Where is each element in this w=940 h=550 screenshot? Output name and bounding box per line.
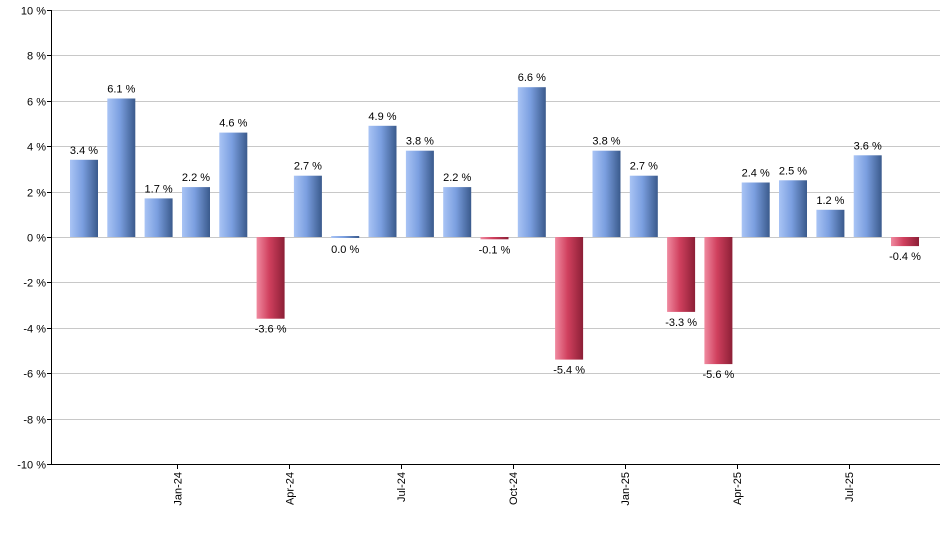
bar-layer xyxy=(70,87,919,365)
data-label: 2.4 % xyxy=(742,168,770,180)
data-label: 2.7 % xyxy=(630,161,658,173)
data-label: -0.4 % xyxy=(889,251,921,263)
bar xyxy=(779,180,807,238)
bar xyxy=(405,150,434,237)
bar xyxy=(629,175,658,237)
bar xyxy=(368,125,397,237)
bar xyxy=(144,198,173,237)
bar xyxy=(517,87,546,237)
data-label: 1.2 % xyxy=(816,195,844,207)
data-label: 2.2 % xyxy=(182,172,210,184)
data-label: 6.1 % xyxy=(107,84,135,96)
y-tick-label: 2 % xyxy=(27,188,46,200)
y-tick-label: -6 % xyxy=(23,369,46,381)
data-label: 4.9 % xyxy=(368,111,396,123)
bar xyxy=(667,237,696,312)
bar xyxy=(891,237,919,247)
bar xyxy=(443,187,472,237)
data-label: 3.8 % xyxy=(592,136,620,148)
bar xyxy=(293,175,322,237)
bar xyxy=(555,237,584,360)
bar xyxy=(853,155,882,237)
axis-layer: 10 % 8 % 6 % 4 % 2 % 0 % -2 % -4 % -6 % -8 % -10 %… xyxy=(17,6,940,506)
data-label: -5.6 % xyxy=(703,369,735,381)
x-tick-label: Jan-25 xyxy=(620,472,632,506)
data-label: 3.4 % xyxy=(70,145,98,157)
x-tick-label: Apr-24 xyxy=(284,472,296,505)
x-tick-label: Apr-25 xyxy=(732,472,744,505)
x-tick-label: Jul-24 xyxy=(396,472,408,502)
data-label: 2.5 % xyxy=(779,165,807,177)
data-label: -5.4 % xyxy=(553,365,585,377)
x-tick-label: Jul-25 xyxy=(844,472,856,502)
bar xyxy=(480,237,509,240)
x-tick-label: Jan-24 xyxy=(172,472,184,506)
data-label: 6.6 % xyxy=(518,72,546,84)
data-label: -3.3 % xyxy=(665,317,697,329)
y-tick-label: 6 % xyxy=(27,97,46,109)
bar xyxy=(182,187,210,237)
y-tick-label: -4 % xyxy=(23,324,46,336)
bar xyxy=(219,132,248,237)
bar xyxy=(107,98,136,237)
x-tick-label: Oct-24 xyxy=(508,472,520,505)
label-layer: 3.4 % 6.1 % 1.7 % 2.2 % 4.6 % -3.6 % 2.7 % 0.0 … xyxy=(70,72,921,381)
y-tick-label: -8 % xyxy=(23,415,46,427)
data-label: 4.6 % xyxy=(219,118,247,130)
bar xyxy=(70,159,98,237)
y-tick-label: 0 % xyxy=(27,233,46,245)
data-label: 3.6 % xyxy=(854,140,882,152)
data-label: -3.6 % xyxy=(255,324,287,336)
data-label: -0.1 % xyxy=(479,244,511,256)
data-label: 3.8 % xyxy=(406,136,434,148)
data-label: 1.7 % xyxy=(145,183,173,195)
y-tick-label: 8 % xyxy=(27,51,46,63)
bar xyxy=(816,209,845,237)
y-tick-label: 10 % xyxy=(21,6,46,18)
y-tick-label: -2 % xyxy=(23,278,46,290)
y-tick-label: -10 % xyxy=(17,460,46,472)
data-label: 2.7 % xyxy=(294,161,322,173)
bar xyxy=(704,237,733,365)
bar xyxy=(256,237,285,319)
bar xyxy=(592,150,621,237)
data-label: 2.2 % xyxy=(443,172,471,184)
bar xyxy=(331,236,360,238)
bar xyxy=(741,182,770,237)
y-tick-label: 4 % xyxy=(27,142,46,154)
data-label: 0.0 % xyxy=(331,244,359,256)
